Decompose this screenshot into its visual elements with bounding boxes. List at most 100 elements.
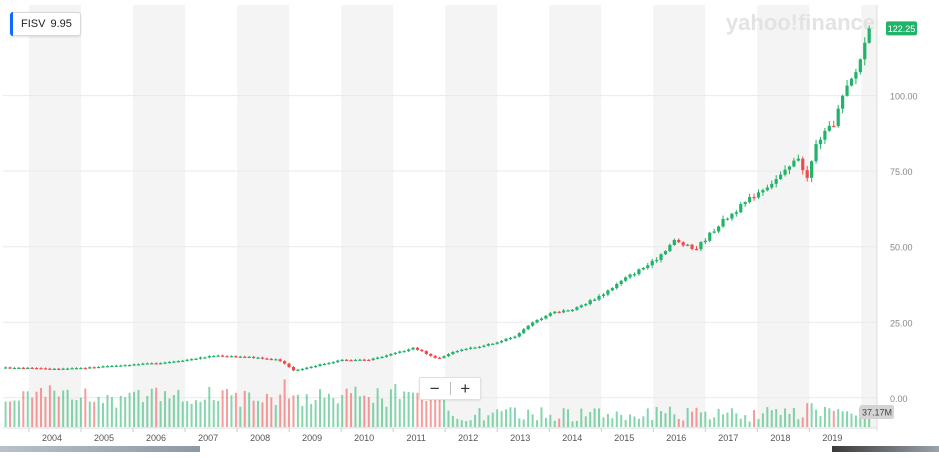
volume-bar xyxy=(128,392,131,427)
year-band xyxy=(237,5,290,428)
candle-body xyxy=(52,368,56,371)
candle-body xyxy=(278,359,282,362)
volume-bar xyxy=(203,399,206,427)
volume-bar xyxy=(252,400,255,427)
candle-body xyxy=(801,158,805,171)
candle-body xyxy=(376,357,380,359)
candle-body xyxy=(8,367,12,369)
volume-bar xyxy=(257,400,260,427)
zoom-in-button[interactable]: + xyxy=(460,379,471,398)
x-tick-label: 2014 xyxy=(562,433,582,443)
candle-body xyxy=(783,169,787,175)
volume-bar xyxy=(106,395,109,427)
volume-bar xyxy=(190,403,193,427)
volume-bar xyxy=(327,393,330,427)
volume-bar xyxy=(26,391,29,427)
candle-body xyxy=(663,251,668,255)
ticker-badge[interactable]: FISV 9.95 xyxy=(10,12,81,36)
year-band xyxy=(341,5,394,428)
candle-body xyxy=(252,356,256,359)
candle-body xyxy=(128,365,132,367)
volume-bar xyxy=(75,399,78,427)
candle-body xyxy=(827,125,831,131)
volume-bar xyxy=(500,411,503,427)
volume-bar xyxy=(403,391,406,427)
candle-body xyxy=(260,357,265,359)
candle-body xyxy=(526,325,530,330)
zoom-out-button[interactable]: − xyxy=(429,379,440,398)
candle-body xyxy=(513,336,517,338)
candle-body xyxy=(495,342,499,344)
volume-bar xyxy=(186,401,189,427)
candle-body xyxy=(717,226,721,232)
candle-body xyxy=(198,357,203,359)
candle-body xyxy=(234,356,238,358)
volume-bar xyxy=(230,395,233,427)
candle-body xyxy=(402,351,406,353)
candle-body xyxy=(393,352,397,355)
candle-body xyxy=(119,365,123,367)
candle-body xyxy=(70,368,74,370)
volume-bar xyxy=(389,389,392,427)
candle-body xyxy=(805,170,809,178)
volume-bar xyxy=(815,409,818,427)
volume-bar xyxy=(456,418,459,427)
candle-body xyxy=(531,322,535,326)
candle-body xyxy=(367,359,371,362)
candle-body xyxy=(792,160,796,167)
volume-bar xyxy=(695,407,698,427)
candle-body xyxy=(287,363,291,367)
volume-bar xyxy=(775,409,778,427)
candle-body xyxy=(66,368,70,370)
candle-body xyxy=(243,356,247,358)
candle-body xyxy=(517,333,521,337)
candle-body xyxy=(535,320,539,323)
candle-body xyxy=(362,359,366,361)
volume-bar xyxy=(868,413,871,427)
volume-bar xyxy=(691,411,694,427)
candle-body xyxy=(322,363,327,366)
candle-body xyxy=(114,365,118,367)
volume-bar xyxy=(332,398,335,427)
volume-bar xyxy=(828,408,831,427)
candle-body xyxy=(349,360,353,362)
x-tick-label: 2012 xyxy=(458,433,478,443)
volume-bar xyxy=(53,390,56,427)
candle-body xyxy=(172,361,176,363)
candle-body xyxy=(557,311,561,313)
zoom-divider xyxy=(449,382,451,395)
candle-body xyxy=(83,368,87,370)
volume-bar xyxy=(611,418,614,427)
candle-body xyxy=(167,361,172,364)
candle-body xyxy=(646,265,650,268)
candle-body xyxy=(739,204,743,213)
candle-body xyxy=(500,340,504,343)
candle-body xyxy=(544,315,548,319)
x-tick-label: 2010 xyxy=(354,433,374,443)
candle-body xyxy=(566,310,570,312)
candle-body xyxy=(863,42,867,60)
y-tick-label: 100.00 xyxy=(890,92,918,102)
year-band xyxy=(861,5,877,428)
candle-body xyxy=(615,284,619,289)
volume-bar xyxy=(513,407,516,427)
candle-body xyxy=(708,232,712,241)
volume-bar xyxy=(407,391,410,427)
candle-body xyxy=(690,244,694,249)
candle-body xyxy=(274,359,278,361)
candle-body xyxy=(779,174,783,180)
candle-body xyxy=(26,367,30,370)
candle-body xyxy=(841,95,845,109)
volume-bar xyxy=(110,397,113,427)
candle-body xyxy=(221,355,225,357)
volume-bar xyxy=(341,395,344,427)
candle-body xyxy=(584,304,588,306)
candle-body xyxy=(61,368,65,370)
candle-body xyxy=(477,346,482,348)
volume-bar xyxy=(394,383,397,427)
volume-bar xyxy=(823,406,826,427)
volume-bar xyxy=(48,385,51,427)
candle-body xyxy=(265,358,269,360)
